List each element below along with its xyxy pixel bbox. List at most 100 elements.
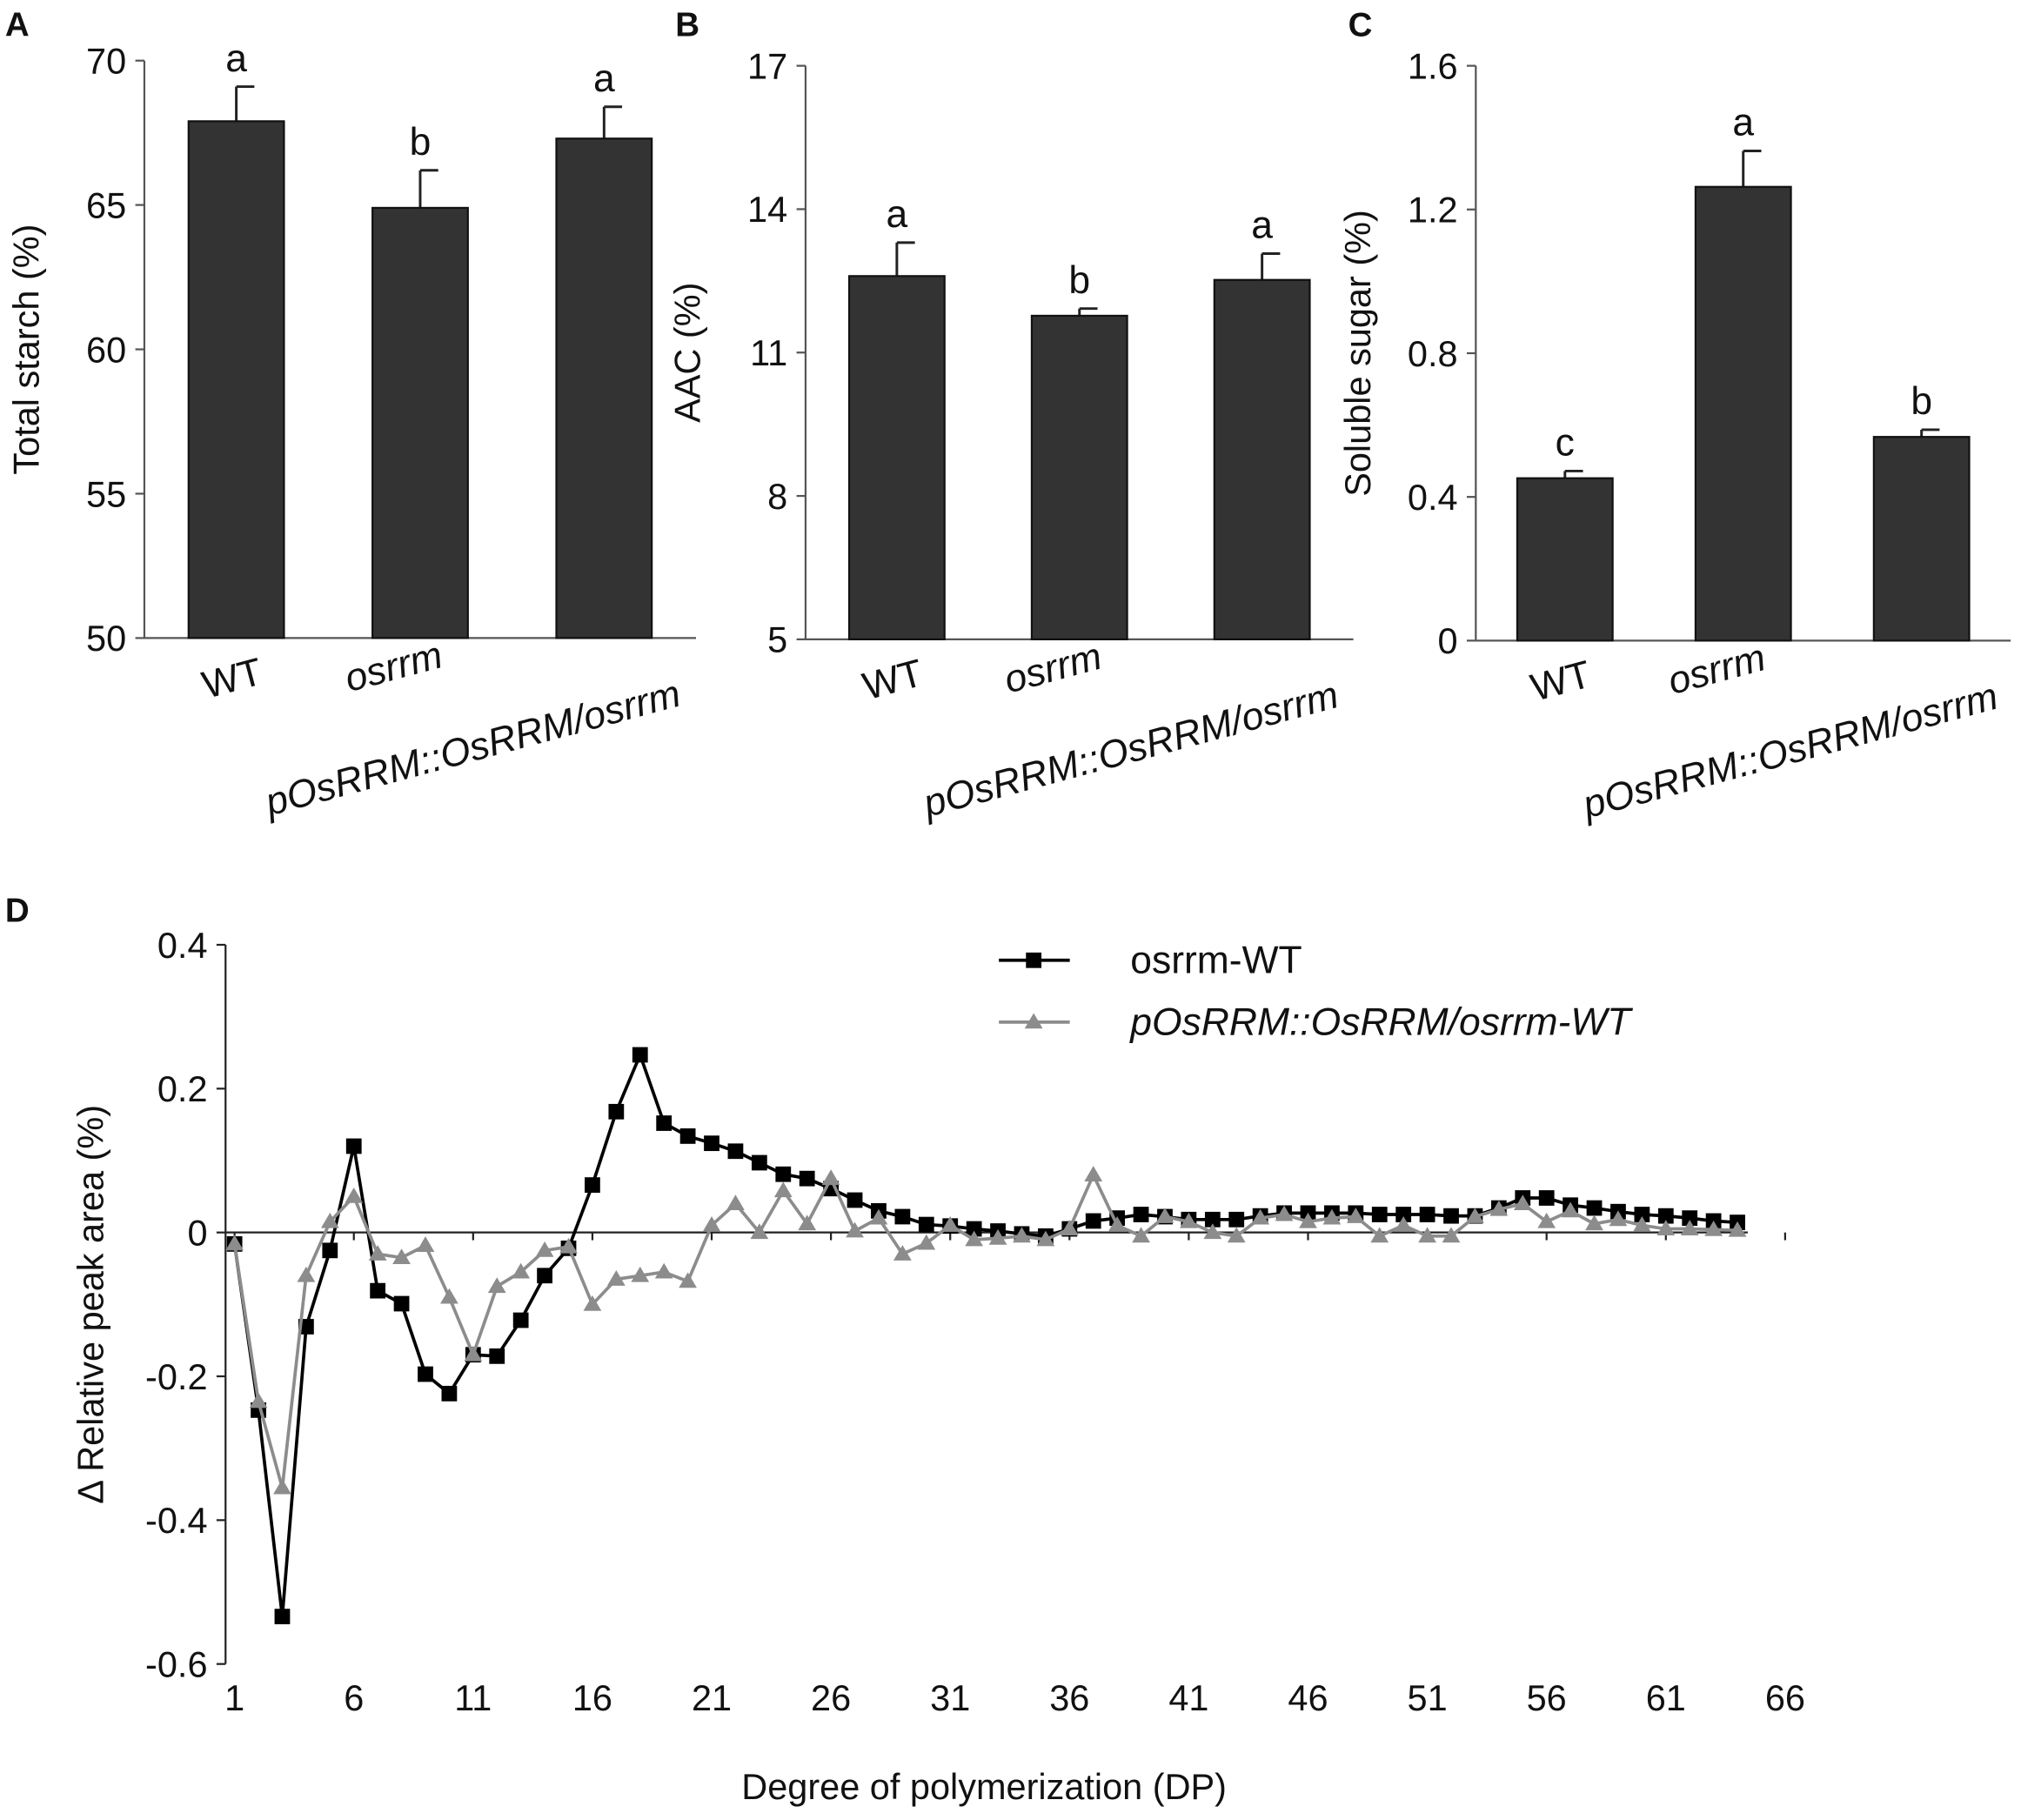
- data-point: [1299, 1212, 1317, 1228]
- data-point: [1609, 1210, 1628, 1227]
- data-point: [1108, 1216, 1127, 1232]
- data-point: [1586, 1200, 1603, 1216]
- data-point: [821, 1169, 840, 1186]
- y-tick-label: 5: [767, 619, 787, 660]
- data-point: [489, 1348, 505, 1364]
- data-point: [893, 1245, 912, 1261]
- data-point: [1180, 1212, 1198, 1228]
- significance-letter: b: [1911, 380, 1932, 423]
- data-point: [320, 1212, 339, 1228]
- data-point: [512, 1262, 531, 1279]
- data-point: [249, 1392, 268, 1408]
- data-point: [535, 1241, 554, 1257]
- legend-marker: [1026, 952, 1042, 968]
- x-tick-label: 41: [1168, 1677, 1208, 1718]
- legend-marker: [1024, 1013, 1043, 1029]
- data-point: [965, 1230, 984, 1247]
- data-point: [1657, 1208, 1674, 1224]
- significance-letter: a: [593, 57, 615, 100]
- series-line: [232, 1171, 1738, 1489]
- bar: [1213, 278, 1311, 640]
- data-point: [392, 1248, 411, 1265]
- data-point: [537, 1268, 552, 1284]
- x-tick-label: 11: [454, 1677, 492, 1718]
- y-tick-label: 60: [86, 329, 126, 370]
- y-tick-label: 65: [86, 184, 126, 225]
- x-tick-label: WT: [1527, 653, 1596, 710]
- data-point: [966, 1221, 982, 1237]
- x-tick-label: osrrm: [1000, 635, 1106, 702]
- data-point: [585, 1177, 600, 1194]
- y-tick-label: -0.6: [145, 1643, 207, 1684]
- panel-label: B: [675, 7, 699, 44]
- data-point: [1251, 1208, 1270, 1225]
- data-point: [1728, 1221, 1747, 1237]
- data-point: [727, 1143, 744, 1160]
- y-tick-label: 1.2: [1408, 190, 1458, 231]
- x-tick-label: 56: [1527, 1677, 1567, 1718]
- significance-letter: b: [1068, 259, 1090, 302]
- significance-letter: a: [1732, 102, 1754, 144]
- data-point: [869, 1208, 888, 1225]
- series-line: [232, 1050, 1738, 1617]
- y-tick-label: 55: [86, 473, 126, 514]
- legend-label: pOsRRM::OsRRM/osrrm-WT: [1128, 1001, 1633, 1044]
- data-point: [1228, 1211, 1245, 1228]
- data-point: [654, 1262, 673, 1279]
- x-tick-label: 46: [1288, 1677, 1328, 1718]
- x-tick-label: WT: [859, 652, 927, 708]
- y-tick-label: 11: [750, 332, 787, 373]
- data-point: [440, 1288, 458, 1304]
- data-point: [1561, 1201, 1580, 1218]
- data-point: [702, 1216, 721, 1232]
- data-point: [1585, 1214, 1603, 1231]
- data-point: [1634, 1207, 1650, 1222]
- bar: [1872, 436, 1971, 642]
- data-point: [799, 1170, 815, 1187]
- x-tick-label: 21: [692, 1677, 732, 1718]
- y-tick-label: 70: [86, 41, 126, 82]
- data-point: [1466, 1208, 1484, 1223]
- data-point: [894, 1208, 911, 1225]
- data-point: [918, 1216, 934, 1233]
- data-point: [1394, 1216, 1413, 1232]
- y-tick-label: 0: [1438, 620, 1458, 661]
- bar: [1030, 314, 1128, 640]
- data-point: [393, 1295, 410, 1312]
- y-tick-label: -0.2: [145, 1356, 207, 1397]
- data-point: [1443, 1208, 1459, 1224]
- x-axis-label: Degree of polymerization (DP): [741, 1766, 1227, 1807]
- data-point: [345, 1187, 364, 1203]
- data-point: [1060, 1220, 1079, 1235]
- data-point: [1132, 1227, 1150, 1243]
- data-point: [1680, 1220, 1699, 1235]
- data-point: [1418, 1227, 1436, 1243]
- data-point: [1537, 1212, 1556, 1228]
- data-point: [1133, 1207, 1149, 1222]
- bar: [1694, 185, 1792, 642]
- data-point: [1395, 1207, 1412, 1222]
- data-point: [726, 1194, 745, 1211]
- data-point: [1370, 1227, 1389, 1243]
- data-point: [656, 1115, 673, 1131]
- y-tick-label: 1.6: [1408, 45, 1458, 86]
- panel-label: A: [5, 7, 30, 44]
- data-point: [1489, 1200, 1509, 1216]
- data-point: [1084, 1166, 1103, 1181]
- data-point: [847, 1192, 863, 1208]
- significance-letter: a: [225, 37, 247, 80]
- data-point: [1085, 1213, 1101, 1229]
- data-point: [464, 1345, 483, 1362]
- data-point: [512, 1312, 529, 1328]
- significance-letter: a: [887, 193, 908, 236]
- x-tick-label: pOsRRM::OsRRM/osrrm: [259, 672, 685, 825]
- data-point: [773, 1181, 793, 1198]
- data-point: [704, 1135, 719, 1152]
- data-point: [751, 1154, 767, 1171]
- data-point: [1204, 1211, 1221, 1228]
- significance-letter: a: [1251, 204, 1273, 247]
- data-point: [1442, 1227, 1461, 1243]
- data-point: [917, 1234, 936, 1250]
- data-point: [940, 1216, 960, 1232]
